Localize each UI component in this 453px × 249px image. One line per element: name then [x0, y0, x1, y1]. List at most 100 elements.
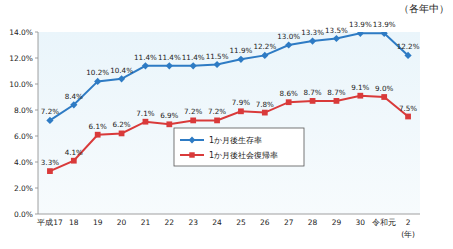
point-marker: [142, 62, 149, 69]
point-marker: [214, 118, 220, 124]
x-tick-label: 21: [141, 218, 151, 227]
point-marker: [213, 61, 220, 68]
data-label: 11.4%: [158, 53, 181, 62]
x-tick-label: 20: [117, 218, 127, 227]
data-label: 7.8%: [256, 100, 274, 109]
subtitle: （各年中）: [399, 3, 449, 14]
y-tick-label: 8.0%: [14, 106, 33, 115]
point-marker: [166, 62, 173, 69]
point-marker: [166, 121, 172, 127]
y-tick: [35, 58, 38, 59]
y-axis: [38, 32, 39, 214]
x-tick-label: 23: [188, 218, 198, 227]
y-tick-label: 0.0%: [14, 210, 33, 219]
y-tick: [35, 188, 38, 189]
data-label: 7.5%: [399, 104, 417, 113]
data-label: 13.9%: [373, 20, 396, 29]
series-line: [50, 33, 408, 120]
data-label: 10.4%: [110, 66, 133, 75]
data-label: 7.9%: [232, 98, 250, 107]
x-axis: [38, 214, 420, 215]
plot-marks: [46, 32, 411, 174]
y-tick-label: 2.0%: [14, 184, 33, 193]
y-tick: [35, 162, 38, 163]
point-marker: [190, 118, 196, 124]
data-label: 8.7%: [327, 88, 345, 97]
legend-marker: [189, 137, 196, 144]
point-marker: [309, 38, 316, 45]
x-tick-label: 26: [260, 218, 270, 227]
data-label: 6.2%: [112, 120, 130, 129]
y-tick: [35, 84, 38, 85]
point-marker: [118, 75, 125, 82]
data-labels: 7.2%8.4%10.2%10.4%11.4%11.4%11.4%11.5%11…: [41, 20, 420, 167]
point-marker: [237, 56, 244, 63]
y-tick-label: 10.0%: [9, 80, 33, 89]
point-marker: [95, 132, 101, 138]
y-tick-label: 6.0%: [14, 132, 33, 141]
data-label: 13.5%: [325, 26, 348, 35]
data-label: 12.2%: [397, 42, 420, 51]
point-marker: [405, 114, 411, 120]
y-tick: [35, 32, 38, 33]
x-axis-label: (年): [401, 230, 415, 239]
point-marker: [381, 32, 388, 37]
point-marker: [261, 52, 268, 59]
point-marker: [94, 78, 101, 85]
data-label: 8.6%: [280, 89, 298, 98]
chart: （各年中）0.0%2.0%4.0%6.0%8.0%10.0%12.0%14.0%…: [0, 0, 453, 249]
point-marker: [143, 119, 149, 125]
x-tick-label: 22: [165, 218, 175, 227]
y-tick: [35, 110, 38, 111]
data-label: 9.0%: [375, 84, 393, 93]
y-tick: [35, 136, 38, 137]
legend-label: 1か月後生存率: [209, 136, 262, 145]
data-label: 11.4%: [182, 53, 205, 62]
legend: 1か月後生存率1か月後社会復帰率: [174, 128, 304, 166]
point-marker: [286, 99, 292, 105]
data-label: 11.4%: [134, 53, 157, 62]
point-marker: [334, 98, 340, 104]
x-tick-label: 25: [236, 218, 246, 227]
x-tick-label: 19: [93, 218, 103, 227]
point-marker: [357, 32, 364, 37]
point-marker: [119, 131, 125, 137]
data-label: 3.3%: [41, 158, 59, 167]
x-tick-label: 27: [284, 218, 294, 227]
point-marker: [404, 52, 411, 59]
series-line: [50, 96, 408, 171]
y-tick: [35, 214, 38, 215]
x-tick-label: 30: [356, 218, 366, 227]
data-label: 7.2%: [41, 107, 59, 116]
data-label: 10.2%: [86, 68, 109, 77]
point-marker: [262, 110, 268, 116]
point-marker: [357, 93, 363, 99]
y-tick-label: 12.0%: [9, 54, 33, 63]
x-tick-label: 29: [332, 218, 342, 227]
point-marker: [238, 108, 244, 114]
data-label: 7.1%: [136, 109, 154, 118]
point-marker: [71, 158, 77, 164]
data-label: 7.2%: [208, 107, 226, 116]
data-label: 8.4%: [65, 92, 83, 101]
y-tick-label: 4.0%: [14, 158, 33, 167]
data-label: 9.1%: [351, 83, 369, 92]
x-tick-label: 平成17: [37, 218, 63, 227]
data-label: 13.0%: [277, 32, 300, 41]
data-label: 8.7%: [303, 88, 321, 97]
data-label: 6.1%: [89, 122, 107, 131]
point-marker: [333, 35, 340, 42]
data-label: 12.2%: [253, 42, 276, 51]
plot-area: [38, 32, 420, 214]
point-marker: [70, 101, 77, 108]
x-tick-label: 令和元: [372, 218, 396, 227]
data-label: 7.2%: [184, 107, 202, 116]
data-label: 11.5%: [206, 52, 229, 61]
data-label: 13.9%: [349, 20, 372, 29]
data-label: 6.9%: [160, 111, 178, 120]
legend-box: [174, 128, 304, 166]
point-marker: [46, 117, 53, 124]
data-label: 13.3%: [301, 28, 324, 37]
point-marker: [190, 62, 197, 69]
x-tick-label: 28: [308, 218, 318, 227]
